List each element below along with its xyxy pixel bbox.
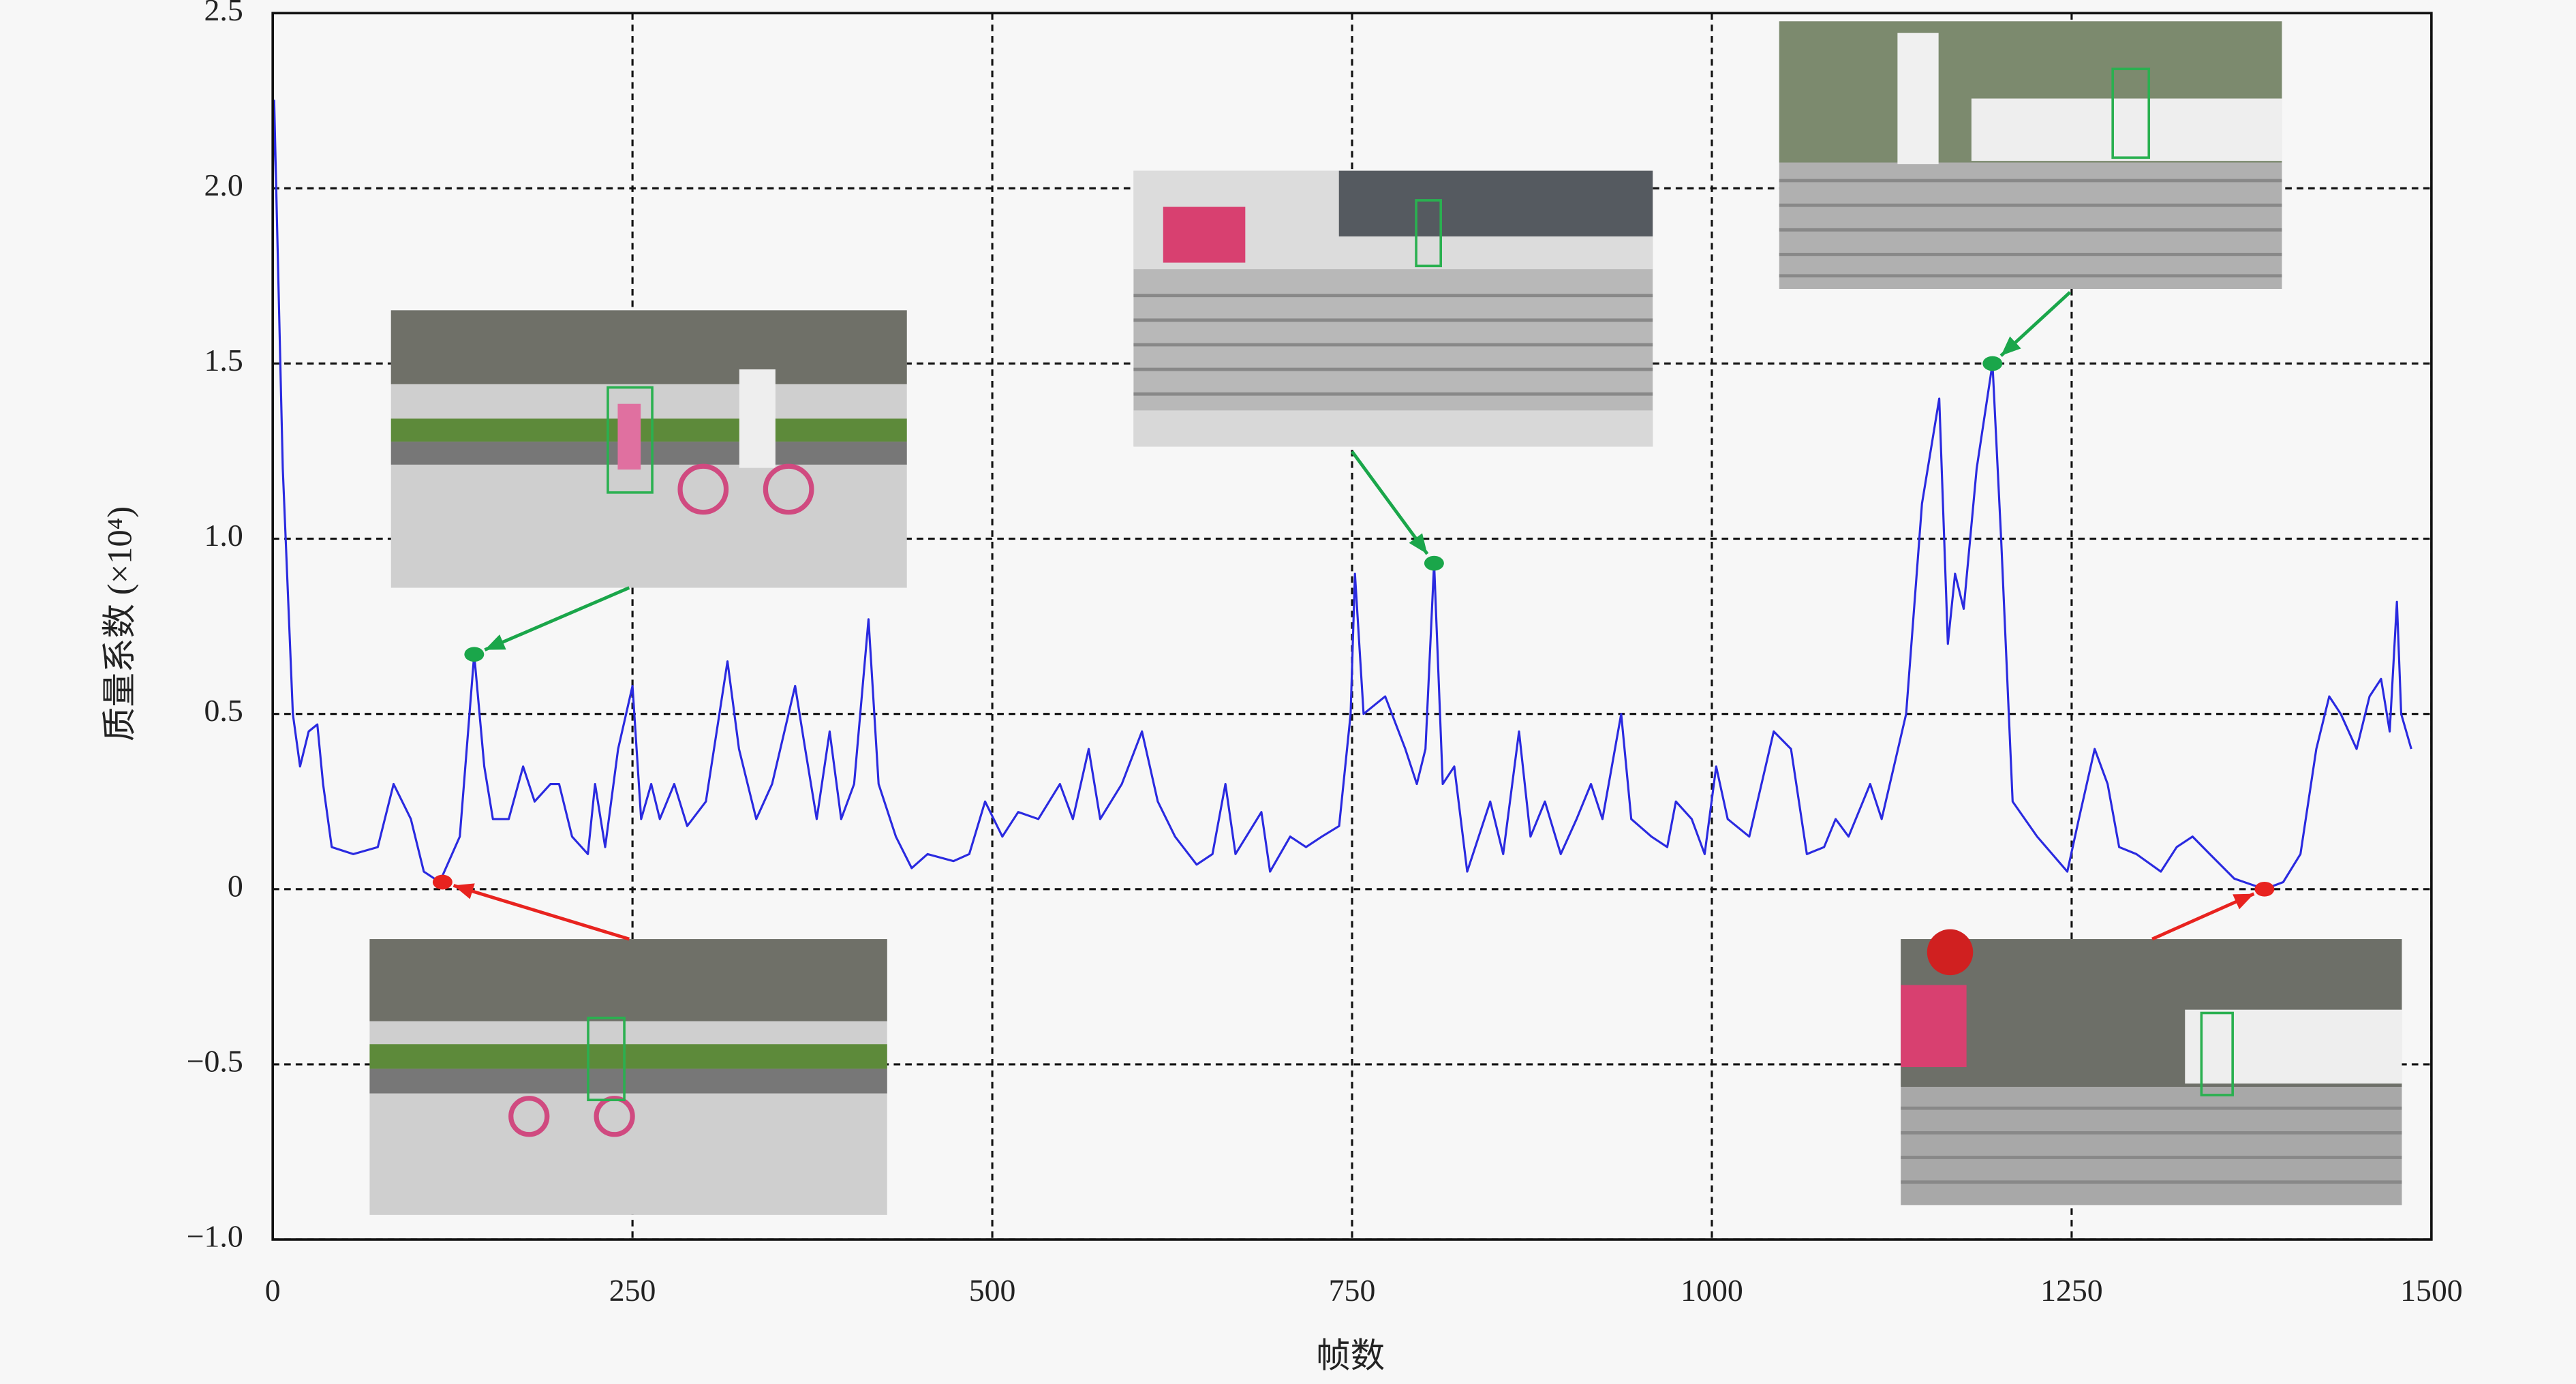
marker	[2254, 881, 2275, 897]
y-tick-label: 0	[228, 868, 243, 903]
y-tick-label: 1.5	[204, 343, 243, 378]
y-tick-label: 1.0	[204, 518, 243, 553]
marker	[464, 647, 485, 662]
arrow-head	[2001, 336, 2021, 356]
annotation-arrow	[1351, 450, 1429, 555]
insets	[369, 21, 2402, 1215]
x-tick-label: 1250	[2040, 1273, 2103, 1308]
inset-image	[1133, 170, 1653, 447]
inset-image	[1901, 929, 2402, 1205]
x-tick-label: 750	[1329, 1273, 1376, 1308]
x-tick-label: 250	[609, 1273, 656, 1308]
annotation-arrow	[484, 586, 630, 651]
marker	[1982, 356, 2003, 371]
y-tick-label: −1.0	[187, 1218, 243, 1253]
annotation-arrow	[453, 884, 630, 941]
y-tick-label: 0.5	[204, 693, 243, 728]
plot-frame	[271, 12, 2433, 1241]
marker	[1424, 555, 1444, 571]
marker	[432, 874, 453, 890]
arrow-head	[1409, 533, 1428, 554]
x-tick-label: 500	[969, 1273, 1016, 1308]
y-tick-label: −0.5	[187, 1043, 243, 1078]
inset-image	[1779, 21, 2282, 290]
plot	[271, 99, 2412, 891]
arrow-head	[485, 634, 506, 650]
y-tick-label: 2.0	[204, 168, 243, 202]
arrow-head	[453, 883, 475, 899]
y-axis-label: 质量系数 (×10⁴)	[100, 506, 138, 741]
x-tick-label: 0	[265, 1273, 281, 1308]
x-axis-label: 帧数	[1316, 1336, 1385, 1374]
data-line	[271, 99, 2412, 891]
x-tick-label: 1000	[1681, 1273, 1743, 1308]
x-tick-label: 1500	[2400, 1273, 2463, 1308]
arrows	[432, 291, 2275, 941]
arrow-head	[2233, 893, 2254, 910]
inset-image	[390, 310, 907, 588]
y-tick-label: 2.5	[204, 0, 243, 27]
inset-image	[369, 939, 887, 1215]
